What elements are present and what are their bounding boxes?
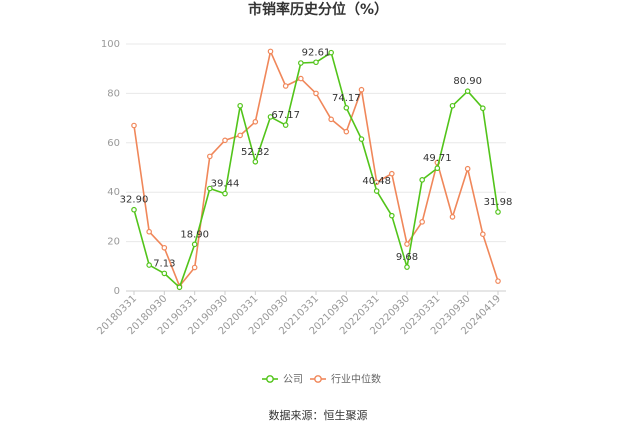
series-point-0[interactable] [267,114,274,120]
series-point-0[interactable] [252,158,259,165]
series-point-0[interactable] [298,60,304,66]
data-label: 49.71 [423,153,452,164]
data-label: 39.44 [211,179,240,190]
series-point-1[interactable] [207,153,213,160]
series-point-0[interactable] [237,102,243,109]
series-point-0[interactable] [282,122,289,128]
y-tick-label: 100 [101,39,120,50]
legend[interactable]: 公司 行业中位数 [262,373,381,386]
series-point-0[interactable] [419,177,425,183]
series-point-1[interactable] [495,278,501,284]
legend-swatch-marker [314,375,322,383]
legend-label[interactable]: 行业中位数 [331,373,381,386]
series-point-0[interactable] [434,165,441,172]
data-label: 18.90 [180,229,209,240]
data-label: 74.17 [332,93,361,104]
series-point-0[interactable] [191,241,198,248]
series-point-0[interactable] [222,190,228,197]
series-point-1[interactable] [146,228,152,235]
series-point-1[interactable] [267,48,274,55]
series-point-0[interactable] [358,136,365,142]
series-point-1[interactable] [449,214,456,220]
series-point-0[interactable] [328,49,334,56]
grid-lines [126,43,506,292]
data-label: 80.90 [453,76,482,87]
series-point-1[interactable] [343,128,350,135]
data-label: 32.90 [120,195,149,206]
data-label: 67.17 [271,110,300,121]
series-point-0[interactable] [389,212,395,219]
series-point-0[interactable] [449,102,456,109]
series-point-0[interactable] [176,284,183,291]
data-label: 7.13 [153,258,175,269]
series-point-0[interactable] [495,209,501,215]
chart-title: 市销率历史分位（%） [248,1,388,18]
series-point-0[interactable] [464,88,471,94]
series-point-0[interactable] [480,105,486,112]
series-point-1[interactable] [237,132,243,139]
series-point-0[interactable] [343,105,350,111]
series-point-0[interactable] [313,59,319,66]
series-point-1[interactable] [131,122,137,129]
series-point-1[interactable] [464,165,471,172]
series-point-0[interactable] [146,262,152,268]
y-tick-label: 80 [107,88,120,99]
source-note: 数据来源：恒生聚源 [269,408,368,422]
series-point-0[interactable] [373,188,380,194]
y-axis-ticks: 0 20 40 60 80 100 [101,39,120,297]
series-point-1[interactable] [404,241,410,247]
series-point-0[interactable] [131,206,137,213]
y-tick-label: 60 [107,138,120,149]
x-axis: 2018033120180930201903312019093020200331… [95,291,503,337]
series-line-1 [133,50,499,287]
series-point-1[interactable] [161,244,168,251]
series-point-1[interactable] [419,219,425,225]
series-point-0[interactable] [207,185,213,192]
series-point-1[interactable] [358,86,365,93]
series-point-1[interactable] [252,119,259,125]
legend-swatch-marker [266,375,274,383]
series-point-0[interactable] [161,270,168,277]
data-label: 31.98 [484,197,513,208]
series-point-1[interactable] [389,170,395,177]
series-point-1[interactable] [298,75,304,82]
series-point-0[interactable] [404,264,410,270]
y-tick-label: 0 [114,286,120,297]
data-label: 9.68 [396,252,418,263]
series-layer [131,48,501,291]
series-point-1[interactable] [191,264,198,271]
data-label: 40.48 [362,176,391,187]
series-point-1[interactable] [222,137,228,144]
y-tick-label: 40 [107,187,120,198]
data-labels: 32.90 7.13 18.90 39.44 52.32 67.17 92.61 74.17 4… [120,47,513,269]
data-label: 52.32 [241,147,270,158]
series-line-0 [133,51,499,289]
data-label: 92.61 [302,47,331,58]
series-point-1[interactable] [282,83,289,89]
series-point-1[interactable] [328,116,334,123]
legend-label[interactable]: 公司 [283,375,303,386]
series-point-1[interactable] [480,231,486,237]
series-point-1[interactable] [313,90,319,97]
y-tick-label: 20 [107,237,120,248]
